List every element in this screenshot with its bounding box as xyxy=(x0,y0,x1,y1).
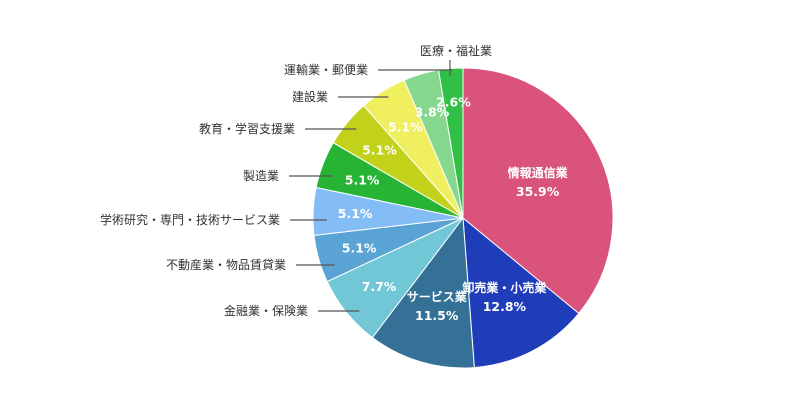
slice-name-label-4: 不動産業・物品賃貸業 xyxy=(166,257,286,272)
slice-name-label-5: 学術研究・専門・技術サービス業 xyxy=(100,212,280,227)
slice-value-label-3: 7.7% xyxy=(362,279,397,294)
slice-name-label-10: 医療・福祉業 xyxy=(420,43,492,58)
slice-name-label-7: 教育・学習支援業 xyxy=(199,121,295,136)
slice-labels: 情報通信業 35.9% 卸売業・小売業 12.8% サービス業 11.5% 7.7% 金融業・… xyxy=(100,43,569,323)
slice-name-label-6: 製造業 xyxy=(243,169,279,183)
slice-value-label-5: 5.1% xyxy=(338,206,373,221)
pie-slice-2 xyxy=(371,216,475,369)
pie-slice-0 xyxy=(462,67,614,315)
slice-name-label-0: 情報通信業 xyxy=(508,165,569,180)
slice-value-label-1: 12.8% xyxy=(483,299,527,314)
slice-value-label-0: 35.9% xyxy=(516,184,560,199)
slice-name-label-8: 建設業 xyxy=(292,89,328,104)
slice-value-label-4: 5.1% xyxy=(342,241,377,256)
slice-value-label-10: 2.6% xyxy=(436,94,471,109)
slice-name-label-3: 金融業・保険業 xyxy=(224,303,308,318)
slice-value-label-9: 3.8% xyxy=(415,104,450,119)
pie-slice-1 xyxy=(462,216,580,369)
slice-value-label-2: 11.5% xyxy=(415,308,459,323)
slice-name-label-2: サービス業 xyxy=(407,289,468,304)
slice-value-label-7: 5.1% xyxy=(362,143,397,158)
slice-name-label-1: 卸売業・小売業 xyxy=(462,280,547,295)
slice-value-label-8: 5.1% xyxy=(388,120,423,135)
slice-name-label-9: 運輸業・郵便業 xyxy=(284,62,368,77)
leader-lines xyxy=(289,60,453,312)
slice-value-label-6: 5.1% xyxy=(345,172,380,187)
